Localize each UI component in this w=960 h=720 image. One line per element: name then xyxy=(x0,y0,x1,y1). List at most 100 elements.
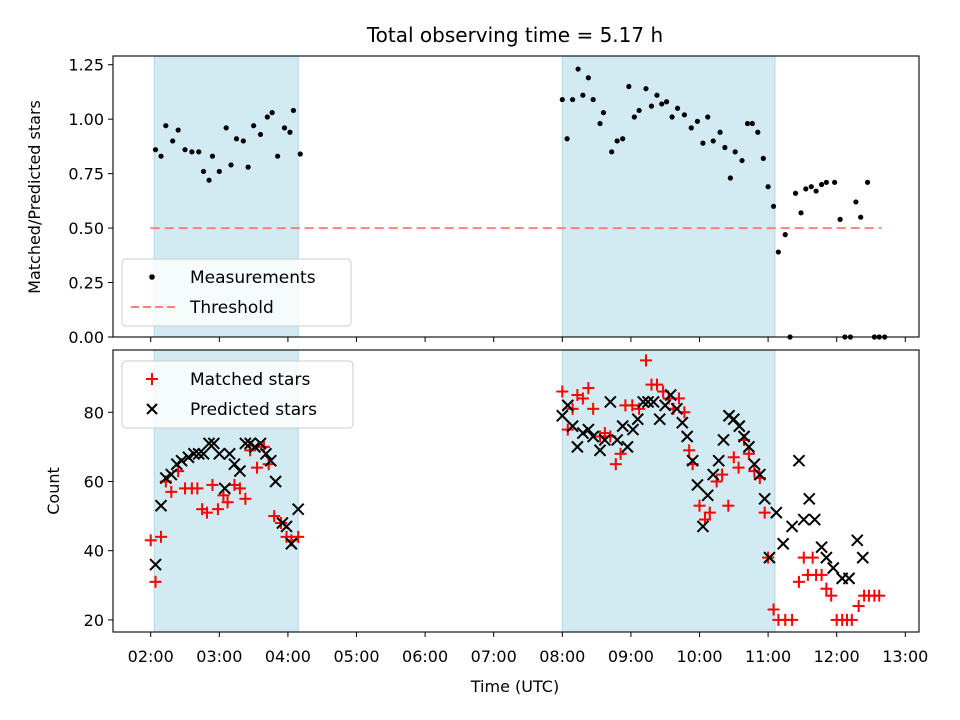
measurement-point xyxy=(694,118,701,124)
measurement-point xyxy=(264,114,270,120)
measurement-point xyxy=(196,149,202,155)
matched-stars-point xyxy=(211,503,224,516)
predicted-stars-point xyxy=(851,534,864,547)
x-tick-label: 11:00 xyxy=(745,647,791,666)
x-axis-label: Time (UTC) xyxy=(470,677,559,696)
predicted-stars-point xyxy=(254,437,267,450)
measurement-point xyxy=(823,179,829,185)
x-tick-label: 08:00 xyxy=(539,647,585,666)
predicted-stars-point xyxy=(742,440,756,454)
matched-stars-point xyxy=(767,603,780,616)
measurement-point xyxy=(590,96,596,103)
predicted-stars-point xyxy=(737,430,751,443)
x-tick-label: 02:00 xyxy=(128,647,174,666)
matched-stars-point xyxy=(233,482,246,495)
measurement-point xyxy=(575,66,581,72)
count-legend-box xyxy=(121,360,354,429)
ratio-panel-frame xyxy=(112,55,920,338)
predicted-stars-point xyxy=(641,395,655,409)
matched-stars-point xyxy=(221,496,234,509)
predicted-stars-point xyxy=(586,430,600,443)
predicted-stars-point xyxy=(264,454,277,467)
matched-stars-point xyxy=(626,399,639,412)
predicted-stars-point xyxy=(664,388,677,402)
count-y-axis-label: Count xyxy=(44,467,63,515)
legend-marker-predicted xyxy=(146,403,158,415)
matched-stars-point xyxy=(587,402,600,415)
ratio-y-axis-label: Matched/Predicted stars xyxy=(25,100,44,294)
predicted-stars-point xyxy=(285,537,298,550)
measurement-point xyxy=(674,105,681,111)
measurement-point xyxy=(643,86,649,92)
measurement-point xyxy=(710,138,716,144)
matched-stars-point xyxy=(239,492,252,505)
predicted-stars-point xyxy=(658,399,672,412)
matched-stars-point xyxy=(742,447,755,460)
predicted-stars-point xyxy=(149,558,162,571)
matched-stars-point xyxy=(722,499,735,512)
predicted-stars-point xyxy=(259,447,273,461)
predicted-stars-point xyxy=(733,419,746,433)
predicted-stars-point xyxy=(670,402,684,416)
measurement-point xyxy=(559,96,565,103)
predicted-stars-point xyxy=(233,464,247,478)
predicted-stars-point xyxy=(610,433,624,447)
predicted-stars-point xyxy=(797,513,810,526)
matched-stars-point xyxy=(144,534,157,547)
measurement-point xyxy=(803,186,809,192)
measurement-point xyxy=(564,136,570,142)
matched-stars-point xyxy=(806,551,819,564)
measurement-point xyxy=(614,138,620,144)
matched-stars-point xyxy=(792,575,805,588)
matched-stars-point xyxy=(614,447,627,460)
predicted-stars-point xyxy=(604,395,617,409)
measurement-point xyxy=(858,214,864,220)
matched-stars-point xyxy=(639,354,652,367)
ratio-y-tick-label: 1.25 xyxy=(68,56,104,75)
predicted-stars-point xyxy=(159,471,173,485)
measurement-point xyxy=(580,92,586,98)
measurement-point xyxy=(864,179,871,185)
measurement-point xyxy=(782,232,788,238)
predicted-stars-point xyxy=(803,492,816,505)
matched-stars-point xyxy=(693,499,706,512)
matched-stars-point xyxy=(758,506,771,519)
measurement-point xyxy=(189,149,195,155)
predicted-stars-point xyxy=(576,426,590,440)
matched-stars-point xyxy=(727,451,740,464)
measurement-point xyxy=(688,125,694,131)
measurement-point xyxy=(597,120,603,127)
ratio-y-tick-label: 0.50 xyxy=(68,219,104,238)
measurement-point xyxy=(775,249,781,255)
predicted-stars-point xyxy=(717,433,730,447)
matched-stars-point xyxy=(650,378,663,391)
predicted-stars-point xyxy=(154,499,168,512)
measurement-point xyxy=(257,131,264,138)
count-y-tick-label: 80 xyxy=(84,403,104,422)
measurement-point xyxy=(722,144,728,151)
measurement-point xyxy=(700,140,706,146)
predicted-stars-point xyxy=(842,572,856,585)
ratio-panel: 0.00 0.25 0.50 0.75 1.00 1.25 Matched/Predict… xyxy=(25,55,920,347)
x-tick-label: 13:00 xyxy=(882,647,928,666)
predicted-stars-point xyxy=(616,419,629,433)
predicted-stars-point xyxy=(202,437,216,450)
measurement-point xyxy=(228,162,234,168)
measurement-point xyxy=(152,147,159,153)
measurement-point xyxy=(240,138,246,144)
predicted-stars-point xyxy=(248,440,262,454)
predicted-stars-point xyxy=(192,447,205,461)
predicted-stars-point xyxy=(856,551,869,564)
count-y-tick-label: 60 xyxy=(84,472,104,491)
measurement-point xyxy=(223,125,229,131)
measurement-point xyxy=(206,177,212,183)
predicted-stars-point xyxy=(712,454,725,467)
predicted-stars-point xyxy=(763,551,776,564)
matched-stars-point xyxy=(820,582,833,595)
measurement-point xyxy=(290,107,297,114)
predicted-stars-point xyxy=(647,395,660,409)
legend-marker-measurements xyxy=(149,274,155,280)
predicted-stars-point xyxy=(696,520,710,533)
predicted-stars-point xyxy=(566,419,579,433)
matched-stars-point xyxy=(251,461,264,474)
